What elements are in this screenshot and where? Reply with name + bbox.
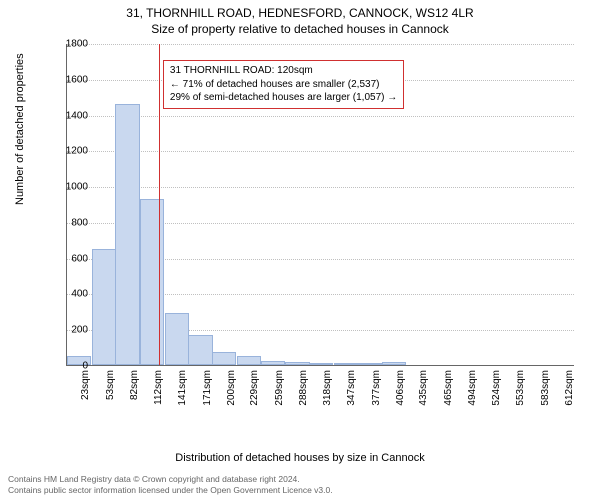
y-tick-label: 800 <box>48 217 88 228</box>
annotation-line3: 29% of semi-detached houses are larger (… <box>170 91 397 105</box>
annotation-box: 31 THORNHILL ROAD: 120sqm ← 71% of detac… <box>163 60 404 109</box>
x-tick-label: 23sqm <box>80 370 91 420</box>
footer-line2: Contains public sector information licen… <box>8 485 592 496</box>
histogram-chart: 31 THORNHILL ROAD: 120sqm ← 71% of detac… <box>66 44 574 414</box>
histogram-bar <box>140 199 164 365</box>
histogram-bar <box>188 335 212 365</box>
y-axis-label: Number of detached properties <box>14 53 26 205</box>
x-tick-label: 171sqm <box>202 370 213 420</box>
x-tick-label: 465sqm <box>443 370 454 420</box>
marker-line <box>159 44 160 365</box>
x-tick-label: 553sqm <box>515 370 526 420</box>
footer-credits: Contains HM Land Registry data © Crown c… <box>8 474 592 496</box>
gridline <box>67 151 574 152</box>
histogram-bar <box>285 362 309 365</box>
y-tick-label: 400 <box>48 289 88 300</box>
gridline <box>67 187 574 188</box>
y-tick-label: 1400 <box>48 110 88 121</box>
x-tick-label: 524sqm <box>491 370 502 420</box>
annotation-line2: ← 71% of detached houses are smaller (2,… <box>170 78 397 92</box>
page-title-line2: Size of property relative to detached ho… <box>0 20 600 36</box>
x-tick-label: 200sqm <box>226 370 237 420</box>
x-tick-label: 406sqm <box>395 370 406 420</box>
histogram-bar <box>92 249 116 365</box>
y-tick-label: 1800 <box>48 39 88 50</box>
x-tick-label: 112sqm <box>153 370 164 420</box>
histogram-bar <box>115 104 139 365</box>
histogram-bar <box>309 363 333 365</box>
histogram-bar <box>237 356 261 365</box>
histogram-bar <box>382 362 406 365</box>
x-tick-label: 435sqm <box>418 370 429 420</box>
x-tick-label: 318sqm <box>322 370 333 420</box>
histogram-bar <box>165 313 189 365</box>
x-tick-label: 494sqm <box>467 370 478 420</box>
histogram-bar <box>334 363 358 365</box>
footer-line1: Contains HM Land Registry data © Crown c… <box>8 474 592 485</box>
page-title-line1: 31, THORNHILL ROAD, HEDNESFORD, CANNOCK,… <box>0 0 600 20</box>
x-axis-label: Distribution of detached houses by size … <box>0 452 600 464</box>
plot-area: 31 THORNHILL ROAD: 120sqm ← 71% of detac… <box>66 44 574 366</box>
y-tick-label: 1000 <box>48 182 88 193</box>
histogram-bar <box>358 363 382 365</box>
y-tick-label: 1200 <box>48 146 88 157</box>
x-tick-label: 347sqm <box>346 370 357 420</box>
y-tick-label: 0 <box>48 361 88 372</box>
gridline <box>67 116 574 117</box>
x-tick-label: 612sqm <box>564 370 575 420</box>
x-tick-label: 141sqm <box>177 370 188 420</box>
x-tick-label: 583sqm <box>540 370 551 420</box>
x-tick-label: 288sqm <box>298 370 309 420</box>
y-tick-label: 200 <box>48 325 88 336</box>
annotation-line1: 31 THORNHILL ROAD: 120sqm <box>170 64 397 78</box>
x-tick-label: 259sqm <box>274 370 285 420</box>
x-tick-label: 377sqm <box>371 370 382 420</box>
x-tick-label: 82sqm <box>129 370 140 420</box>
gridline <box>67 44 574 45</box>
x-tick-label: 229sqm <box>249 370 260 420</box>
histogram-bar <box>212 352 236 365</box>
histogram-bar <box>261 361 285 365</box>
x-tick-label: 53sqm <box>105 370 116 420</box>
y-tick-label: 600 <box>48 253 88 264</box>
y-tick-label: 1600 <box>48 74 88 85</box>
